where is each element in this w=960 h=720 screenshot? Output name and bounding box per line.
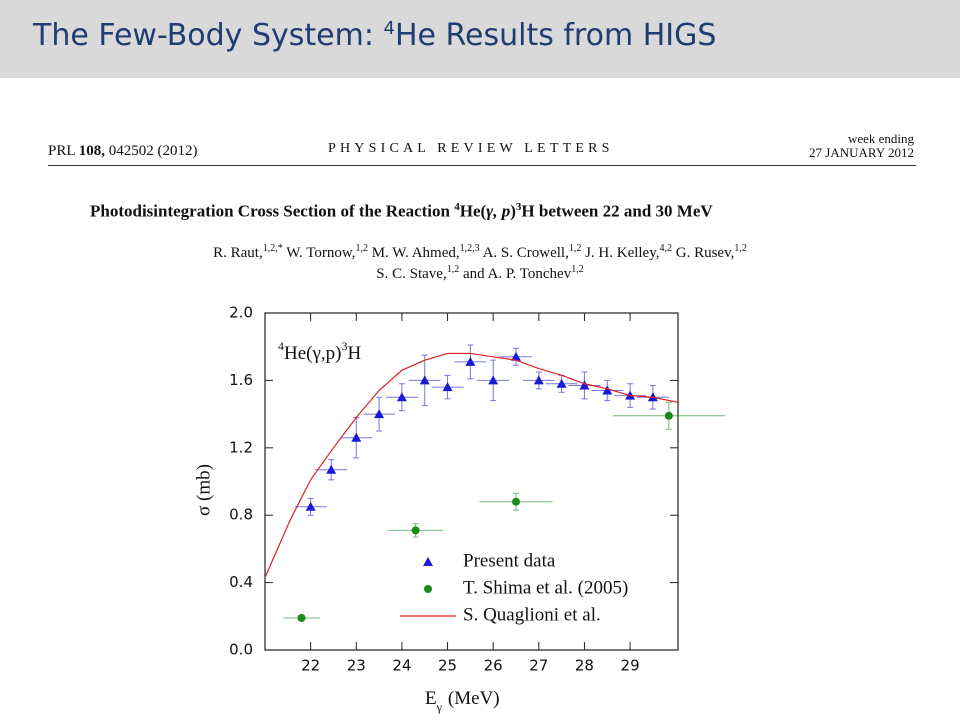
legend-label: T. Shima et al. (2005) bbox=[463, 577, 628, 598]
marker bbox=[351, 432, 362, 442]
issue-line: 27 JANUARY 2012 bbox=[809, 145, 914, 160]
x-tick-label: 22 bbox=[301, 657, 320, 675]
author-affiliation: 1,2 bbox=[355, 243, 368, 254]
annotation-sup: 3 bbox=[341, 339, 347, 353]
x-tick-label: 27 bbox=[529, 657, 548, 675]
x-tick-label: 28 bbox=[575, 657, 594, 675]
y-tick-label: 0.0 bbox=[229, 641, 253, 659]
marker bbox=[419, 375, 430, 385]
author-name: R. Raut, bbox=[213, 245, 263, 261]
author-name: A. S. Crowell, bbox=[482, 245, 569, 261]
legend-marker bbox=[424, 585, 432, 593]
annotation-tail: H bbox=[347, 343, 361, 364]
y-tick-label: 1.2 bbox=[229, 438, 253, 456]
title-sup: 4 bbox=[454, 201, 460, 213]
slide-title: The Few-Body System: 4He Results from HI… bbox=[33, 18, 716, 53]
author-affiliation: 1,2 bbox=[571, 264, 584, 275]
legend-label: Present data bbox=[463, 550, 556, 571]
x-axis-title: Eγ (MeV) bbox=[425, 688, 500, 713]
marker bbox=[305, 501, 316, 511]
title-sup: 4 bbox=[383, 18, 395, 39]
author-affiliation: 1,2 bbox=[734, 243, 747, 254]
issue-line: week ending bbox=[847, 131, 914, 146]
legend-label: S. Quaglioni et al. bbox=[463, 604, 601, 625]
author-affiliation: 1,2,* bbox=[262, 243, 283, 254]
x-title-unit: (MeV) bbox=[448, 688, 500, 709]
title-part: Photodisintegration Cross Section of the… bbox=[90, 201, 450, 221]
author-line: S. C. Stave,1,2 and A. P. Tonchev1,2 bbox=[0, 264, 960, 283]
author-name: W. Tornow, bbox=[286, 245, 356, 261]
y-axis-title: σ (mb) bbox=[193, 464, 214, 516]
journal-ref: PRL 108, 042502 (2012) bbox=[48, 143, 197, 160]
y-tick-label: 1.6 bbox=[229, 371, 253, 389]
marker bbox=[511, 497, 520, 506]
author-name: and A. P. Tonchev bbox=[462, 266, 572, 282]
x-title-main: E bbox=[425, 688, 437, 709]
author-affiliation: 1,2 bbox=[568, 243, 582, 254]
x-tick-label: 24 bbox=[392, 657, 411, 675]
marker bbox=[579, 380, 590, 390]
author-name: J. H. Kelley, bbox=[585, 245, 660, 261]
marker bbox=[664, 411, 673, 420]
annotation-body: He(γ,p) bbox=[284, 343, 341, 364]
author-line: R. Raut,1,2,* W. Tornow,1,2 M. W. Ahmed,… bbox=[0, 243, 960, 262]
author-name: G. Rusev, bbox=[675, 245, 735, 261]
marker bbox=[533, 375, 544, 385]
article: 042502 (2012) bbox=[108, 143, 198, 159]
x-tick-label: 29 bbox=[621, 657, 640, 675]
x-tick-label: 26 bbox=[484, 657, 503, 675]
x-tick-label: 25 bbox=[438, 657, 457, 675]
author-name: M. W. Ahmed, bbox=[371, 245, 460, 261]
marker bbox=[556, 378, 567, 388]
journal-name: PHYSICAL REVIEW LETTERS bbox=[328, 141, 614, 156]
author-affiliation: 1,2,3 bbox=[459, 243, 480, 254]
title-sup: 3 bbox=[515, 201, 522, 213]
model-curve bbox=[264, 352, 679, 578]
title-part: H between 22 and 30 MeV bbox=[521, 201, 713, 221]
marker bbox=[442, 382, 453, 392]
issue: week ending 27 JANUARY 2012 bbox=[790, 132, 914, 160]
marker bbox=[396, 392, 407, 402]
rule bbox=[48, 165, 916, 166]
marker bbox=[488, 375, 499, 385]
x-tick-label: 23 bbox=[347, 657, 366, 675]
marker bbox=[374, 409, 385, 419]
annotation-sup: 4 bbox=[278, 339, 284, 353]
x-title-sub: γ bbox=[436, 700, 443, 714]
author-affiliation: 4,2 bbox=[659, 243, 673, 254]
y-tick-label: 0.8 bbox=[229, 506, 253, 524]
marker bbox=[297, 613, 306, 622]
paper-title: Photodisintegration Cross Section of the… bbox=[90, 201, 713, 222]
title-part: ) bbox=[510, 201, 516, 221]
legend-marker bbox=[423, 557, 433, 566]
volume: 108, bbox=[78, 143, 105, 159]
marker bbox=[510, 351, 521, 361]
y-tick-label: 2.0 bbox=[229, 304, 253, 322]
marker bbox=[602, 385, 613, 395]
marker bbox=[326, 464, 337, 474]
marker bbox=[411, 526, 420, 535]
title-text: The Few-Body System: bbox=[33, 18, 374, 53]
y-tick-label: 0.4 bbox=[229, 573, 253, 591]
marker bbox=[465, 356, 476, 366]
title-text: He Results from HIGS bbox=[394, 18, 717, 53]
title-band bbox=[0, 0, 960, 78]
annotation: 4He(γ,p)3H bbox=[278, 339, 361, 365]
journal: PRL bbox=[48, 143, 75, 159]
title-part: γ, p bbox=[486, 201, 511, 221]
author-affiliation: 1,2 bbox=[446, 264, 460, 275]
title-part: He( bbox=[459, 201, 487, 221]
plot-frame bbox=[264, 312, 679, 651]
author-name: S. C. Stave, bbox=[376, 266, 447, 282]
